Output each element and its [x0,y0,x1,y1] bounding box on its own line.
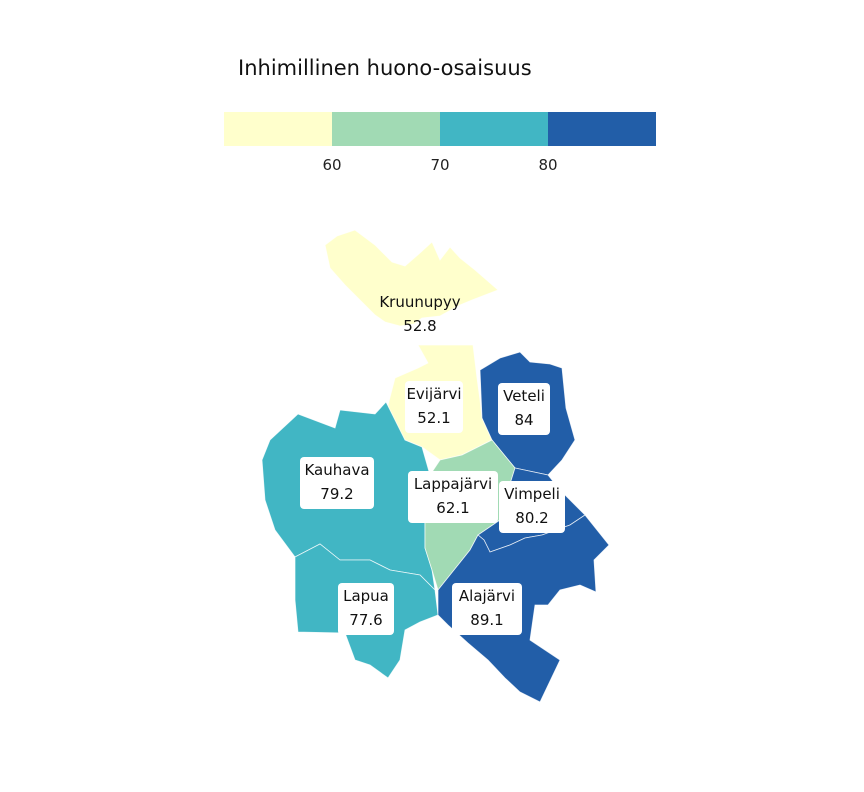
labels: Kruunupyy 52.8 Evijärvi 52.1 Veteli 84 Kauhava… [300,293,565,635]
label-veteli: Veteli 84 [498,383,550,435]
region-value: 89.1 [470,611,503,629]
label-lappajarvi: Lappajärvi 62.1 [408,471,498,523]
region-value: 62.1 [436,499,469,517]
label-lapua: Lapua 77.6 [338,583,394,635]
region-kruunupyy[interactable] [324,229,499,327]
legend-swatch-4 [548,112,656,146]
label-box [300,457,374,509]
region-value: 77.6 [349,611,382,629]
region-value: 80.2 [515,509,548,527]
legend-tick-2: 70 [430,156,449,174]
region-name: Veteli [503,387,545,405]
region-name: Vimpeli [504,485,560,503]
label-kruunupyy: Kruunupyy 52.8 [379,293,460,335]
label-evijarvi: Evijärvi 52.1 [405,381,463,433]
legend-swatch-3 [440,112,548,146]
region-name: Evijärvi [406,385,461,403]
region-value: 79.2 [320,485,353,503]
legend-tick-3: 80 [538,156,557,174]
region-alajarvi[interactable] [437,514,610,703]
region-value: 84 [514,411,533,429]
label-box [408,471,498,523]
label-box [338,583,394,635]
region-name: Lappajärvi [414,475,492,493]
legend-tick-1: 60 [322,156,341,174]
legend-swatch-2 [332,112,440,146]
region-name: Kruunupyy [379,293,460,311]
label-kauhava: Kauhava 79.2 [300,457,374,509]
legend-ticks: 60 70 80 [322,156,557,174]
legend-bar [224,112,656,146]
label-box [499,481,565,533]
region-value: 52.8 [403,317,436,335]
legend-swatch-1 [224,112,332,146]
label-box [405,381,463,433]
region-name: Alajärvi [459,587,515,605]
label-alajarvi: Alajärvi 89.1 [452,583,522,635]
label-vimpeli: Vimpeli 80.2 [499,481,565,533]
legend-title: Inhimillinen huono-osaisuus [238,56,532,80]
label-box [498,383,550,435]
region-value: 52.1 [417,409,450,427]
region-name: Lapua [343,587,389,605]
region-name: Kauhava [304,461,369,479]
label-box [452,583,522,635]
